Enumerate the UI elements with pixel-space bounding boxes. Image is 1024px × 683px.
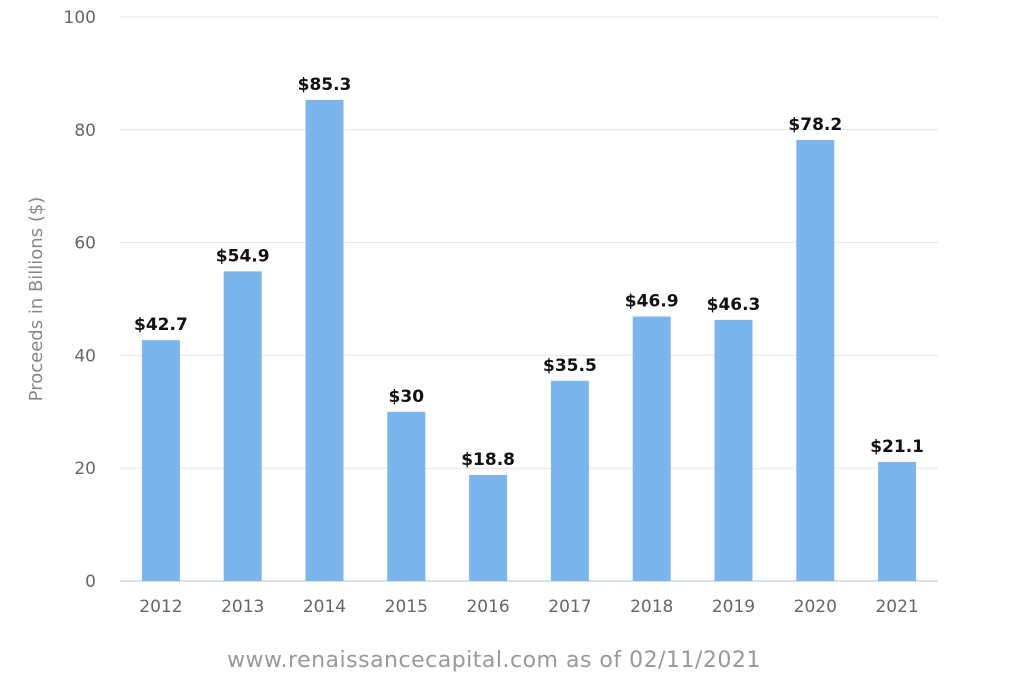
y-tick-label: 20 — [74, 459, 96, 479]
data-label-2012: $42.7 — [134, 315, 188, 335]
x-tick-label: 2021 — [875, 597, 918, 617]
x-tick-label: 2012 — [139, 597, 182, 617]
x-tick-label: 2018 — [630, 597, 673, 617]
source-footer: www.renaissancecapital.com as of 02/11/2… — [227, 648, 761, 673]
bar-2018 — [632, 316, 671, 581]
data-labels: $42.7 $54.9 $85.3 $30 $18.8 $35.5 $46.9 $46.3 $7… — [134, 75, 924, 470]
data-label-2013: $54.9 — [216, 246, 270, 266]
x-tick-label: 2017 — [548, 597, 591, 617]
data-label-2019: $46.3 — [707, 295, 761, 315]
x-tick-label: 2016 — [466, 597, 509, 617]
bar-2013 — [223, 271, 262, 581]
y-tick-label: 60 — [74, 234, 96, 254]
bar-2012 — [141, 340, 180, 581]
bar-2015 — [387, 411, 426, 581]
data-label-2017: $35.5 — [543, 356, 597, 376]
data-label-2016: $18.8 — [461, 450, 515, 470]
bars — [141, 99, 917, 582]
bar-2021 — [878, 461, 917, 581]
data-label-2018: $46.9 — [625, 291, 679, 311]
data-label-2021: $21.1 — [870, 437, 924, 457]
y-axis-title: Proceeds in Billions ($) — [26, 197, 47, 402]
y-tick-label: 100 — [64, 8, 96, 28]
bar-2019 — [714, 319, 753, 581]
y-tick-label: 0 — [85, 572, 96, 592]
x-axis-ticks: 2012 2013 2014 2015 2016 2017 2018 2019 2020 2021 — [139, 597, 918, 617]
x-tick-label: 2015 — [385, 597, 428, 617]
bar-2017 — [550, 380, 589, 581]
y-tick-label: 80 — [74, 121, 96, 141]
x-tick-label: 2014 — [303, 597, 346, 617]
x-tick-label: 2020 — [794, 597, 837, 617]
x-tick-label: 2013 — [221, 597, 264, 617]
data-label-2020: $78.2 — [788, 115, 842, 135]
bar-2016 — [469, 474, 508, 581]
data-label-2015: $30 — [389, 387, 425, 407]
data-label-2014: $85.3 — [298, 75, 352, 95]
bar-2020 — [796, 139, 835, 581]
bar-2014 — [305, 99, 344, 582]
x-tick-label: 2019 — [712, 597, 755, 617]
y-tick-label: 40 — [74, 346, 96, 366]
y-axis-ticks: 0 20 40 60 80 100 — [64, 8, 96, 592]
